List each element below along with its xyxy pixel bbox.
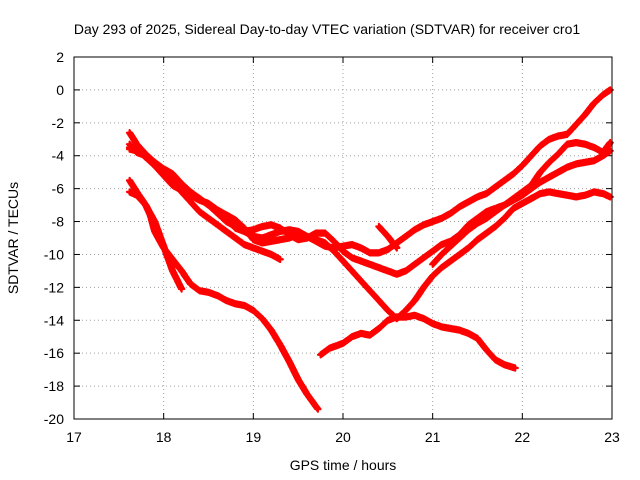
- y-tick-label: -4: [52, 148, 65, 164]
- y-tick-label: -2: [52, 115, 65, 131]
- y-tick-label: -6: [52, 181, 65, 197]
- y-tick-label: 2: [56, 49, 64, 65]
- tick-labels: 17 18 19 20 21 22 23-20-18-16-14-12-10-8-6-4-2…: [44, 49, 620, 445]
- x-tick-label: 18: [156, 429, 172, 445]
- y-tick-label: -16: [44, 345, 64, 361]
- x-tick-label: 21: [425, 429, 441, 445]
- series-arc-5: [375, 222, 401, 252]
- y-tick-label: -20: [44, 411, 64, 427]
- series-markers: [375, 222, 401, 252]
- y-tick-label: -18: [44, 378, 64, 394]
- x-tick-label: 23: [604, 429, 620, 445]
- series-markers: [316, 311, 519, 372]
- x-tick-label: 22: [515, 429, 531, 445]
- y-tick-label: -12: [44, 279, 64, 295]
- x-axis-label: GPS time / hours: [290, 457, 397, 473]
- x-tick-label: 17: [66, 429, 82, 445]
- series-layer: [125, 86, 614, 413]
- y-tick-label: -10: [44, 246, 64, 262]
- y-tick-label: 0: [56, 82, 64, 98]
- series-arc-8: [125, 188, 186, 293]
- series-arc-9: [316, 311, 519, 372]
- chart-title: Day 293 of 2025, Sidereal Day-to-day VTE…: [74, 21, 580, 37]
- x-tick-label: 20: [335, 429, 351, 445]
- plot-frame: [73, 56, 613, 420]
- y-tick-label: -14: [44, 312, 64, 328]
- series-markers: [125, 188, 186, 293]
- y-axis-label: SDTVAR / TECUs: [5, 182, 21, 294]
- series-markers: [429, 138, 614, 268]
- series-arc-6: [429, 138, 614, 268]
- x-tick-label: 19: [246, 429, 262, 445]
- y-tick-label: -8: [52, 214, 65, 230]
